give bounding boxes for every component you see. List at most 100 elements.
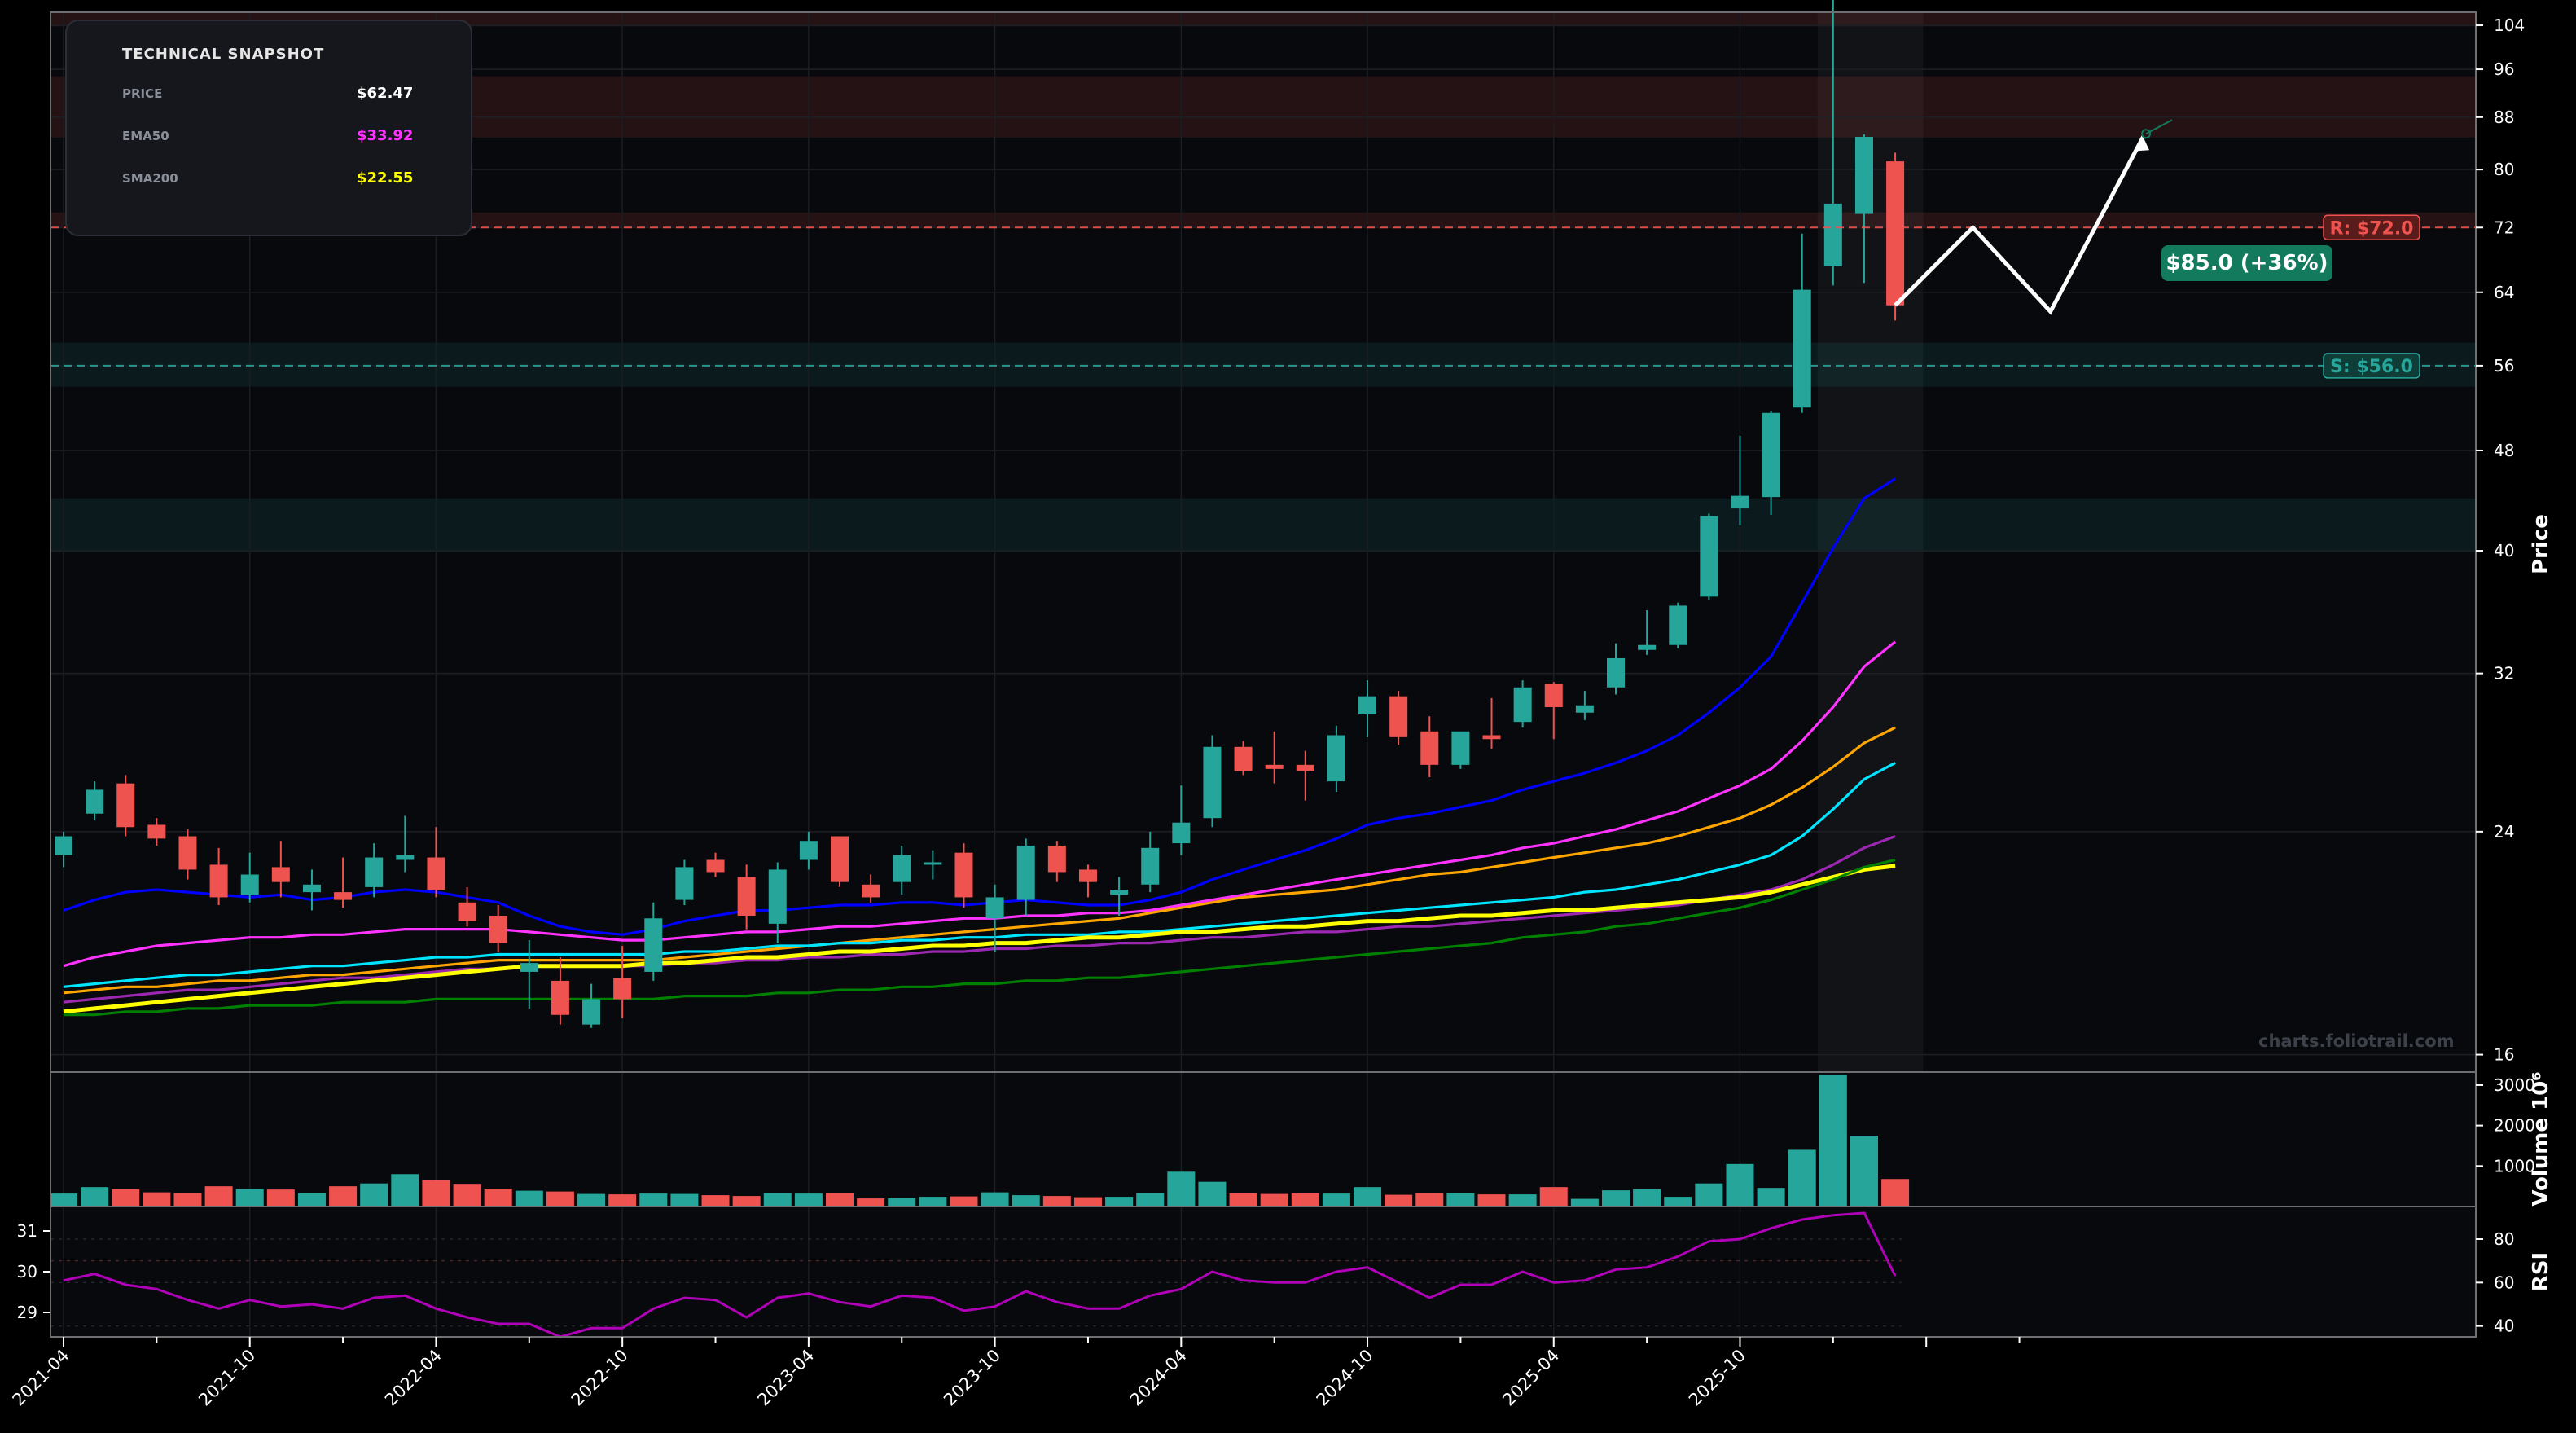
candle-body [1016, 845, 1035, 900]
ma-line-sma200 [63, 864, 1896, 1014]
volume-bar [1136, 1193, 1165, 1207]
snapshot-row-sma200: SMA200 $22.55 [122, 169, 432, 191]
moving-average-lines [63, 477, 1897, 1017]
rsi-tick-label: 80 [2494, 1229, 2514, 1249]
candle-body [1420, 731, 1439, 765]
candle-body [1327, 735, 1345, 782]
target-badge [2161, 245, 2332, 281]
candle-body [831, 836, 849, 882]
volume-bar [266, 1189, 295, 1207]
forecast-path: $85.0 (+36%) [1894, 119, 2332, 315]
candle-body [1451, 731, 1470, 765]
volume-bar [888, 1198, 916, 1207]
price-tick-label: 24 [2494, 822, 2514, 842]
candle-body [799, 841, 818, 860]
candle-body [737, 877, 756, 916]
time-tick-label: 2021-04 [9, 1346, 73, 1410]
volume-bar [763, 1193, 792, 1207]
resistance-label: R: $72.0 [2330, 218, 2414, 239]
volume-bar [1260, 1193, 1288, 1207]
volume-bar [1167, 1171, 1196, 1207]
ma-line-green-ma [64, 858, 1896, 1017]
snapshot-row-price: PRICE $62.47 [122, 85, 432, 106]
volume-bar [919, 1197, 947, 1207]
candle-body [706, 859, 725, 873]
volume-bar [453, 1184, 481, 1207]
volume-bar [1446, 1193, 1475, 1207]
candle-body [240, 874, 259, 895]
volume-bar [577, 1193, 606, 1207]
volume-bar [1788, 1149, 1816, 1207]
candle-body [893, 855, 911, 882]
candle-body [924, 862, 942, 865]
candle-body [582, 999, 601, 1025]
price-tick-label: 64 [2494, 283, 2514, 302]
rsi-tick-label: 60 [2494, 1273, 2514, 1292]
price-tick-label: 32 [2494, 664, 2514, 684]
volume-bar [112, 1189, 140, 1207]
rsi-left-tick-label: 29 [17, 1303, 37, 1322]
candle-body [1078, 869, 1097, 882]
level-lines: R: $72.0 S: $56.0 [50, 214, 2476, 379]
candle-body [1047, 845, 1066, 873]
price-tick-label: 56 [2494, 356, 2514, 376]
candle-body [1886, 161, 1905, 306]
rsi-tick-label: 40 [2494, 1317, 2514, 1336]
target-leader-line [2145, 119, 2173, 135]
zone-support-3 [50, 342, 2476, 387]
candle-body [1638, 644, 1657, 650]
candle-body [116, 783, 135, 828]
volume-bar [701, 1195, 730, 1207]
candle-body [862, 884, 880, 898]
volume-bar [1850, 1136, 1878, 1207]
snapshot-ema50-value: $33.92 [357, 127, 414, 144]
technical-snapshot-panel: TECHNICAL SNAPSHOT PRICE $62.47 EMA50 $3… [65, 20, 472, 236]
volume-bar [670, 1193, 699, 1207]
target-badge-label: $85.0 (+36%) [2166, 251, 2328, 275]
candle-body [458, 902, 476, 921]
volume-bar [639, 1193, 668, 1207]
volume-bar [1881, 1179, 1910, 1207]
volume-bar [1229, 1193, 1257, 1207]
snapshot-title: TECHNICAL SNAPSHOT [122, 46, 325, 63]
candle-body [1762, 412, 1780, 498]
volume-bar [857, 1198, 885, 1207]
candle-body [1234, 746, 1253, 771]
volume-bar [1354, 1187, 1382, 1207]
candle-body [644, 918, 663, 972]
candle-body [1669, 605, 1687, 645]
price-tick-label: 40 [2494, 541, 2514, 560]
candle-body [1358, 696, 1377, 715]
candle-body [675, 867, 694, 900]
ma-line-ema50 [63, 640, 1897, 968]
candle-body [1854, 137, 1873, 214]
price-tick-label: 80 [2494, 160, 2514, 179]
candle-body [1389, 696, 1408, 737]
volume-bar [1726, 1163, 1754, 1207]
candle-body [271, 867, 290, 882]
volume-bar [391, 1174, 419, 1207]
time-tick-label: 2022-10 [568, 1346, 632, 1410]
price-tick-label: 48 [2494, 441, 2514, 460]
rsi-left-tick-label: 31 [17, 1221, 37, 1241]
volume-bar [329, 1186, 358, 1207]
forecast-line [1894, 135, 2146, 315]
candle-body [1823, 203, 1842, 266]
candle-body [613, 978, 632, 1000]
price-tick-label: 96 [2494, 59, 2514, 79]
snapshot-sma200-label: SMA200 [122, 171, 178, 186]
volume-bar [1819, 1075, 1847, 1207]
candle-body [1700, 516, 1718, 597]
candle-body [1793, 289, 1811, 408]
time-tick-label: 2023-04 [753, 1346, 818, 1410]
volume-bar [81, 1187, 109, 1207]
candle-body [1296, 764, 1314, 771]
candle-body [1731, 495, 1749, 509]
time-tick-label: 2023-10 [940, 1346, 1004, 1410]
volume-bar [1322, 1193, 1350, 1207]
price-tick-label: 88 [2494, 108, 2514, 127]
volume-bar [173, 1193, 202, 1207]
candle-body [1482, 735, 1501, 740]
volume-bars [50, 1075, 1910, 1207]
volume-bar [1695, 1183, 1723, 1207]
